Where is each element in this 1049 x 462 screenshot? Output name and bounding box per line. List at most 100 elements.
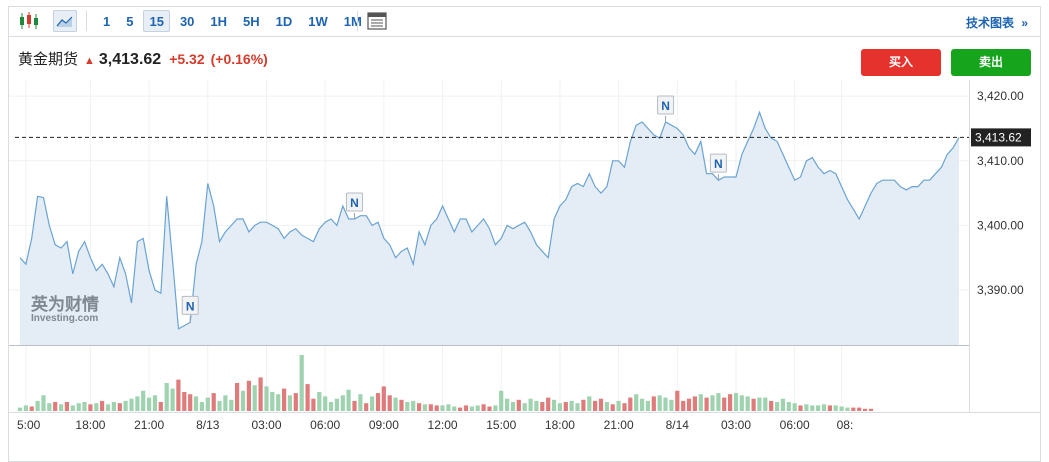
interval-1h[interactable]: 1H bbox=[210, 14, 228, 29]
volume-bar-up bbox=[129, 398, 134, 411]
volume-bar-down bbox=[686, 398, 692, 411]
buy-button[interactable]: 买入 bbox=[861, 49, 941, 76]
interval-1m[interactable]: 1 bbox=[103, 14, 111, 29]
volume-bar-up bbox=[287, 395, 292, 411]
volume-bar-up bbox=[663, 397, 668, 411]
volume-bar-down bbox=[857, 407, 862, 411]
volume-bar-down bbox=[235, 383, 240, 411]
x-tick-label: 06:00 bbox=[780, 418, 810, 432]
volume-bar-down bbox=[722, 397, 727, 411]
y-tick-label: 3,390.00 bbox=[977, 283, 1024, 297]
volume-bar-down bbox=[282, 388, 287, 411]
volume-bar-up bbox=[252, 385, 257, 411]
volume-bar-down bbox=[728, 394, 733, 411]
volume-bar-up bbox=[164, 383, 169, 411]
interval-30m[interactable]: 30 bbox=[179, 14, 195, 29]
volume-bar-up bbox=[193, 396, 199, 411]
technical-chart-link[interactable]: 技术图表 » bbox=[966, 14, 1028, 31]
x-tick-label: 18:00 bbox=[75, 418, 105, 432]
volume-bar-up bbox=[499, 390, 504, 411]
volume-bar-up bbox=[739, 395, 744, 411]
volume-bar-up bbox=[358, 394, 363, 411]
news-marker-icon bbox=[709, 153, 727, 173]
volume-bar-up bbox=[634, 394, 639, 411]
volume-bar-down bbox=[88, 404, 93, 411]
volume-bar-down bbox=[581, 399, 586, 411]
sell-button[interactable]: 卖出 bbox=[951, 49, 1031, 76]
volume-bar-up bbox=[792, 403, 797, 411]
news-marker-label: N bbox=[350, 196, 359, 210]
volume-bar-up bbox=[557, 403, 562, 411]
volume-bar-up bbox=[780, 398, 785, 411]
double-chevron-right-icon: » bbox=[1021, 16, 1028, 30]
interval-5h[interactable]: 5H bbox=[243, 14, 260, 29]
volume-bar-up bbox=[205, 397, 210, 411]
volume-bar-up bbox=[804, 404, 809, 411]
volume-bar-up bbox=[264, 386, 269, 411]
watermark-cn: 英为财情 bbox=[31, 295, 99, 314]
x-tick-label: 03:00 bbox=[251, 418, 281, 432]
volume-bar-down bbox=[851, 407, 856, 411]
volume-bar-down bbox=[546, 397, 551, 411]
volume-bar-up bbox=[47, 403, 52, 411]
price-line bbox=[19, 110, 960, 330]
area-chart-icon[interactable] bbox=[53, 10, 77, 32]
news-marker-label: N bbox=[661, 99, 670, 113]
volume-bar-up bbox=[223, 395, 228, 411]
x-tick-label: 15:00 bbox=[486, 418, 516, 432]
interval-1d[interactable]: 1D bbox=[275, 14, 293, 29]
price-area-fill bbox=[20, 112, 959, 345]
volume-bar-up bbox=[217, 400, 222, 411]
candlestick-icon[interactable] bbox=[17, 10, 41, 32]
quote-header: 黄金期货 ▲ 3,413.62 +5.32 (+0.16%) bbox=[18, 48, 268, 69]
x-tick-label: 18:00 bbox=[545, 418, 575, 432]
volume-bar-down bbox=[29, 406, 34, 411]
interval-1w[interactable]: 1W bbox=[308, 14, 328, 29]
investing-logo: 英为财情 Investing.com bbox=[31, 296, 99, 324]
volume-bar-up bbox=[94, 403, 99, 411]
volume-bar-up bbox=[510, 402, 516, 411]
volume-bar-up bbox=[152, 395, 158, 411]
volume-bar-up bbox=[452, 406, 457, 411]
x-tick-label: 8/13 bbox=[196, 418, 220, 432]
volume-bar-down bbox=[863, 408, 868, 411]
volume-bar-down bbox=[540, 402, 545, 411]
volume-bar-down bbox=[158, 402, 163, 411]
volume-bar-down bbox=[305, 384, 310, 411]
volume-bar-down bbox=[598, 398, 604, 411]
volume-bar-down bbox=[387, 395, 392, 411]
volume-bar-up bbox=[299, 355, 304, 411]
indicators-icon[interactable] bbox=[365, 10, 389, 32]
volume-bar-down bbox=[516, 399, 521, 411]
volume-bar-up bbox=[141, 390, 146, 411]
price-change-percent: (+0.16%) bbox=[210, 51, 268, 67]
volume-bar-down bbox=[417, 403, 422, 411]
toolbar-divider bbox=[86, 11, 87, 31]
volume-bar-down bbox=[487, 406, 492, 411]
volume-bar-up bbox=[569, 400, 574, 411]
volume-bar-down bbox=[481, 404, 486, 411]
volume-bar-down bbox=[428, 404, 433, 411]
x-tick-label: 21:00 bbox=[604, 418, 634, 432]
volume-bar-down bbox=[117, 403, 122, 411]
news-marker-icon bbox=[346, 192, 364, 212]
volume-bar-up bbox=[229, 399, 234, 411]
y-tick-label: 3,400.00 bbox=[977, 218, 1024, 232]
volume-bar-down bbox=[692, 396, 697, 411]
volume-bar-up bbox=[786, 402, 791, 411]
x-tick-label: 12:00 bbox=[428, 418, 458, 432]
volume-bar-down bbox=[211, 393, 216, 411]
news-marker-icon bbox=[181, 295, 199, 315]
volume-bar-up bbox=[328, 402, 334, 411]
volume-bar-up bbox=[475, 405, 480, 411]
x-tick-label: 09:00 bbox=[369, 418, 399, 432]
x-tick-label: 8/14 bbox=[666, 418, 690, 432]
interval-5m[interactable]: 5 bbox=[126, 14, 134, 29]
volume-bar-down bbox=[769, 400, 774, 411]
volume-bar-up bbox=[745, 396, 750, 411]
interval-selector: 1 5 15 30 1H 5H 1D 1W 1M bbox=[97, 10, 372, 32]
interval-15m[interactable]: 15 bbox=[143, 10, 170, 32]
news-marker-label: N bbox=[186, 299, 195, 313]
volume-bar-down bbox=[868, 408, 874, 411]
volume-bar-up bbox=[76, 403, 81, 411]
